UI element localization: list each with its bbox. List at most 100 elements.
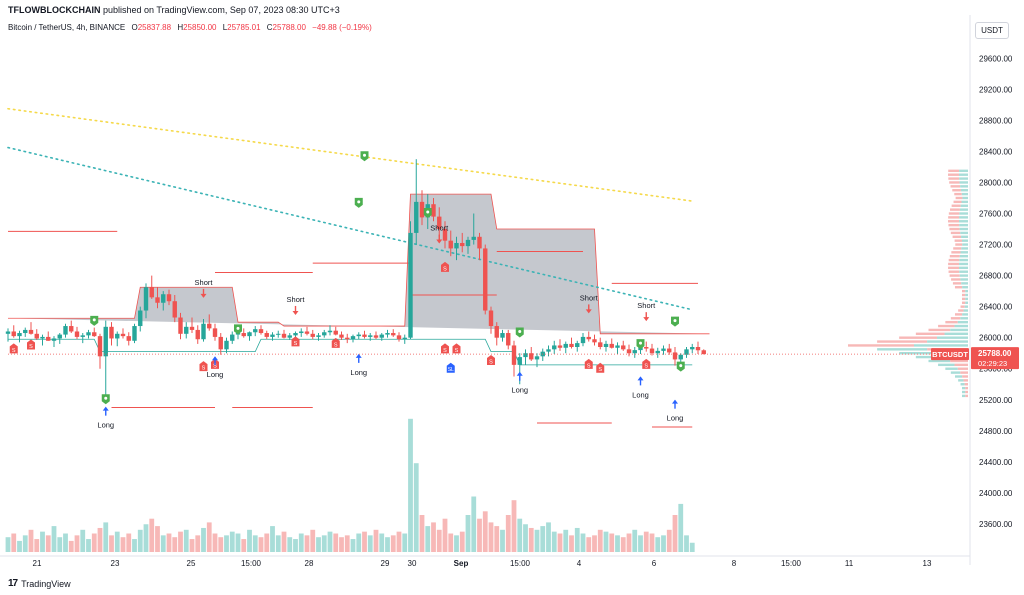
candle-body <box>258 329 264 334</box>
long-signal: Long <box>350 353 367 377</box>
volume-bar <box>114 531 120 552</box>
profile-bar-up <box>945 367 958 370</box>
volume-bar <box>189 539 195 552</box>
last-price-symbol: BTCUSDT <box>932 350 968 359</box>
volume-bar <box>402 533 408 552</box>
date-tick-label: 4 <box>577 559 582 568</box>
ohlc-open-value: 25837.88 <box>137 23 172 32</box>
volume-bar <box>212 533 218 552</box>
candle-body <box>563 343 568 348</box>
profile-bar-down <box>965 289 968 293</box>
candle-body <box>143 287 149 311</box>
time-axis[interactable]: 21 23 25 15:00 28 29 30 Sep 15:00 4 6 8 15:00 11 13 <box>0 555 970 568</box>
long-mark-icon: SL <box>446 362 455 373</box>
profile-bar-up <box>960 383 965 386</box>
volume-bar <box>643 531 649 552</box>
price-tick-label: 28000.00 <box>979 178 1013 187</box>
long-mark-shape <box>446 362 455 373</box>
price-tick-label: 26000.00 <box>979 334 1013 343</box>
profile-bar-up <box>962 293 966 297</box>
buy-signal-dot <box>363 153 366 157</box>
profile-bar-down <box>962 196 968 200</box>
volume-bar <box>390 535 396 552</box>
profile-bar-up <box>952 282 962 285</box>
candle-body <box>287 335 292 338</box>
volume-bar <box>488 522 494 552</box>
candle-body <box>109 326 114 339</box>
volume-bar <box>356 533 362 552</box>
candle-body <box>166 294 172 302</box>
currency-button[interactable]: USDT <box>975 22 1009 39</box>
profile-bar-down <box>927 340 968 343</box>
volume-bar <box>528 527 534 552</box>
candle-body <box>546 349 551 352</box>
sell-signal-icon: S <box>441 261 449 272</box>
volume-bar <box>137 529 143 552</box>
profile-bar-up <box>950 208 960 211</box>
profile-bar-up <box>960 305 965 308</box>
buy-signal-dot <box>426 210 430 214</box>
candle-body <box>63 326 68 335</box>
profile-bar-down <box>960 251 968 254</box>
candle-body <box>57 334 62 339</box>
buy-signal-icon <box>234 324 242 335</box>
sell-signal-icon: S <box>452 343 461 354</box>
short-arrow-head-icon <box>436 239 443 244</box>
profile-bar-up <box>955 243 963 246</box>
candle-body <box>701 350 706 355</box>
volume-bar <box>511 500 517 552</box>
profile-bar-up <box>948 223 960 227</box>
profile-bar-up <box>948 220 960 223</box>
volume-bar <box>632 529 638 552</box>
candle-body <box>655 350 660 354</box>
volume-bar <box>270 526 275 552</box>
volume-bar <box>195 535 201 552</box>
candle-body <box>17 333 22 337</box>
volume-profile <box>848 169 968 398</box>
profile-bar-down <box>959 173 968 176</box>
tradingview-logo[interactable]: 17 TradingView <box>8 578 71 589</box>
volume-bar <box>155 526 160 552</box>
sell-signal-shape <box>9 343 18 354</box>
band-fill <box>8 194 710 334</box>
candle-body <box>575 343 580 347</box>
date-tick-label: 29 <box>381 559 390 568</box>
volume-bar <box>586 537 592 552</box>
long-label: Long <box>97 421 114 430</box>
profile-bar-down <box>950 328 968 332</box>
profile-bar-up <box>949 274 960 277</box>
candle-body <box>74 331 80 337</box>
publisher-name[interactable]: TFLOWBLOCKCHAIN <box>8 5 101 15</box>
volume-bar <box>546 522 551 552</box>
volume-bar <box>132 539 137 552</box>
profile-bar-up <box>952 235 962 238</box>
volume-bar <box>298 533 304 552</box>
date-tick-label: 8 <box>732 559 737 568</box>
candle-body <box>649 348 655 354</box>
profile-bar-up <box>938 324 955 328</box>
profile-bar-down <box>959 258 968 262</box>
sell-signal-shape <box>27 339 35 350</box>
sell-signal-glyph: S <box>202 366 206 372</box>
volume-bar <box>597 529 603 552</box>
volume-bar <box>91 533 97 552</box>
candle-body <box>448 240 453 249</box>
profile-bar-down <box>957 367 968 370</box>
sell-signal-icon: S <box>9 343 18 354</box>
profile-bar-down <box>960 317 968 320</box>
candle-body <box>195 329 200 340</box>
candle-body <box>506 333 511 346</box>
volume-bar <box>620 537 626 552</box>
candle-body <box>517 357 522 365</box>
price-tick-label: 29200.00 <box>979 85 1013 94</box>
candle-body <box>414 201 419 233</box>
profile-bar-down <box>964 383 968 386</box>
volume-bar <box>540 526 546 552</box>
sell-signal-icon: S <box>596 362 605 373</box>
price-axis[interactable]: 29600.00 29200.00 28800.00 28400.00 28000.00… <box>969 15 1013 565</box>
volume-bar <box>454 535 459 552</box>
symbol-title[interactable]: Bitcoin / TetherUS, 4h, BINANCE <box>8 23 126 32</box>
volume-bar <box>574 527 580 552</box>
